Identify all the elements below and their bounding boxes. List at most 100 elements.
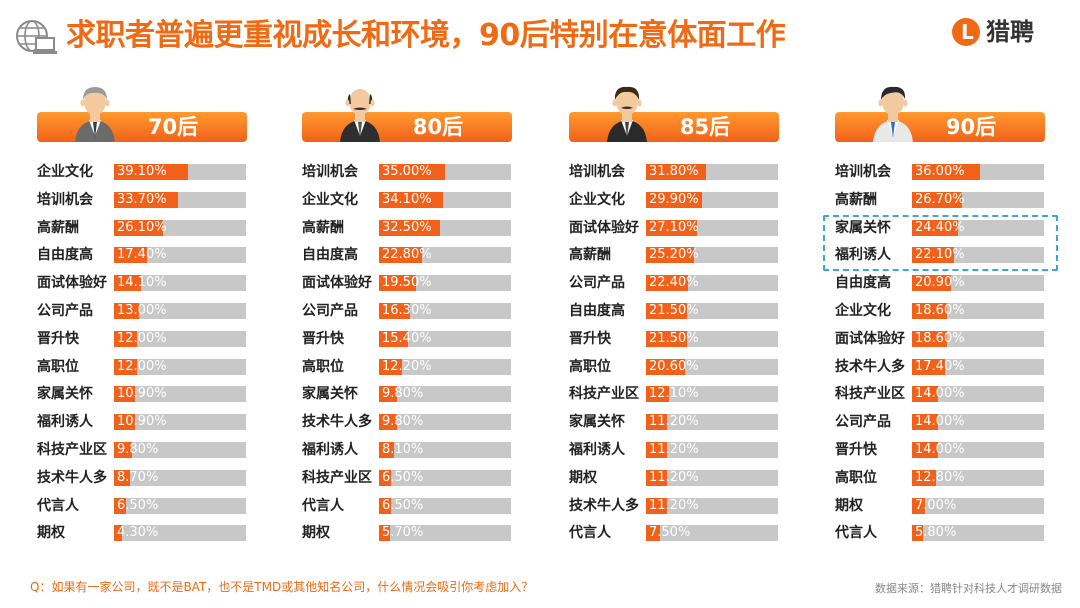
data-label: 10.90%	[117, 414, 167, 430]
avatar-80s-icon	[340, 89, 380, 142]
category-label: 自由度高	[37, 247, 93, 264]
category-label: 期权	[835, 497, 863, 514]
category-label: 福利诱人	[37, 414, 93, 431]
avatar-85s-icon	[607, 86, 647, 142]
category-label: 家属关怀	[835, 219, 891, 236]
data-label: 10.90%	[117, 386, 167, 402]
bar-track: 20.90%	[912, 275, 1044, 292]
category-label: 培训机会	[835, 164, 891, 180]
bar-row: 高职位 12.80%	[835, 469, 1049, 497]
bar	[646, 358, 685, 375]
bar-row: 培训机会 33.70%	[37, 191, 251, 219]
bar	[379, 386, 398, 403]
bar-row: 晋升快 21.50%	[569, 330, 783, 358]
data-label: 13.00%	[117, 302, 167, 318]
bar	[646, 219, 698, 236]
computer-globe-icon	[16, 20, 57, 54]
data-label: 26.10%	[117, 219, 167, 235]
bar-track: 27.10%	[646, 219, 778, 236]
bar	[379, 302, 410, 319]
bar-row: 公司产品 16.30%	[302, 302, 516, 330]
bar-row: 自由度高 21.50%	[569, 302, 783, 330]
bar	[912, 414, 939, 431]
category-label: 技术牛人多	[302, 414, 372, 431]
bar-row: 面试体验好 27.10%	[569, 219, 783, 247]
category-label: 公司产品	[37, 302, 93, 319]
bar	[114, 247, 147, 264]
bar	[114, 275, 141, 292]
bar-track: 24.40%	[912, 219, 1044, 236]
bar-track: 12.00%	[114, 358, 246, 375]
bar	[912, 386, 939, 403]
bar	[379, 275, 416, 292]
bar-track: 6.50%	[379, 469, 511, 486]
data-label: 9.80%	[117, 441, 159, 457]
data-label: 21.50%	[649, 302, 699, 318]
bar	[379, 441, 395, 458]
bar-track: 22.10%	[912, 247, 1044, 264]
bar-track: 19.50%	[379, 275, 511, 292]
chart-80s: 80后 培训机会 35.00% 企业文化 34.10% 高薪酬 32.50% 自由度高 22.…	[302, 80, 516, 550]
highlight-box	[823, 215, 1058, 271]
bar-row: 福利诱人 8.10%	[302, 441, 516, 469]
chart-70s: 70后 企业文化 39.10% 培训机会 33.70% 高薪酬 26.10% 自由度高 17.…	[37, 80, 251, 550]
category-label: 自由度高	[302, 247, 358, 264]
bar-row: 代言人 5.80%	[835, 524, 1049, 552]
bar	[646, 191, 703, 208]
category-label: 面试体验好	[37, 275, 107, 292]
bar-row: 高薪酬 32.50%	[302, 219, 516, 247]
data-label: 14.00%	[915, 441, 965, 457]
bar-row: 高薪酬 26.10%	[37, 219, 251, 247]
bar	[912, 330, 948, 347]
bar	[114, 191, 178, 208]
bar	[114, 525, 123, 542]
bar-track: 11.20%	[646, 441, 778, 458]
data-label: 33.70%	[117, 191, 167, 207]
bar-row: 晋升快 12.00%	[37, 330, 251, 358]
bar	[114, 441, 133, 458]
category-label: 代言人	[302, 497, 344, 514]
data-label: 14.00%	[915, 414, 965, 430]
bar-track: 26.70%	[912, 191, 1044, 208]
bar-track: 11.20%	[646, 414, 778, 431]
bar-track: 22.40%	[646, 275, 778, 292]
data-label: 15.40%	[382, 330, 432, 346]
chart-title: 90后	[945, 115, 997, 139]
data-label: 26.70%	[915, 191, 965, 207]
category-label: 企业文化	[835, 302, 891, 319]
bar-track: 11.20%	[646, 497, 778, 514]
bar-track: 35.00%	[379, 164, 511, 180]
bar-track: 12.20%	[379, 358, 511, 375]
bar-row: 企业文化 34.10%	[302, 191, 516, 219]
bar-row: 技术牛人多 11.20%	[569, 497, 783, 525]
bar-row: 家属关怀 24.40%	[835, 219, 1049, 247]
logo-mark-letter: L	[961, 20, 974, 44]
bar	[379, 414, 398, 431]
category-label: 培训机会	[569, 164, 625, 180]
bar	[646, 275, 689, 292]
category-label: 高职位	[835, 469, 877, 486]
category-label: 公司产品	[302, 302, 358, 319]
bar-track: 12.80%	[912, 469, 1044, 486]
category-label: 科技产业区	[569, 386, 639, 403]
category-label: 高薪酬	[835, 191, 877, 208]
bar-track: 33.70%	[114, 191, 246, 208]
bar-row: 晋升快 15.40%	[302, 330, 516, 358]
category-label: 技术牛人多	[835, 358, 905, 375]
category-label: 代言人	[569, 525, 611, 542]
bar-row: 高职位 12.00%	[37, 358, 251, 386]
bar	[646, 469, 668, 486]
data-label: 31.80%	[649, 164, 699, 179]
bar-track: 21.50%	[646, 302, 778, 319]
bar-track: 14.00%	[912, 441, 1044, 458]
data-label: 11.20%	[649, 469, 699, 485]
chart-title: 70后	[147, 115, 199, 139]
data-label: 39.10%	[117, 164, 167, 179]
category-label: 家属关怀	[37, 386, 93, 403]
data-label: 8.10%	[382, 441, 424, 457]
category-label: 科技产业区	[835, 386, 905, 403]
data-label: 24.40%	[915, 219, 965, 235]
bar	[646, 386, 669, 403]
bar-track: 6.50%	[114, 497, 246, 514]
category-label: 科技产业区	[302, 469, 372, 486]
